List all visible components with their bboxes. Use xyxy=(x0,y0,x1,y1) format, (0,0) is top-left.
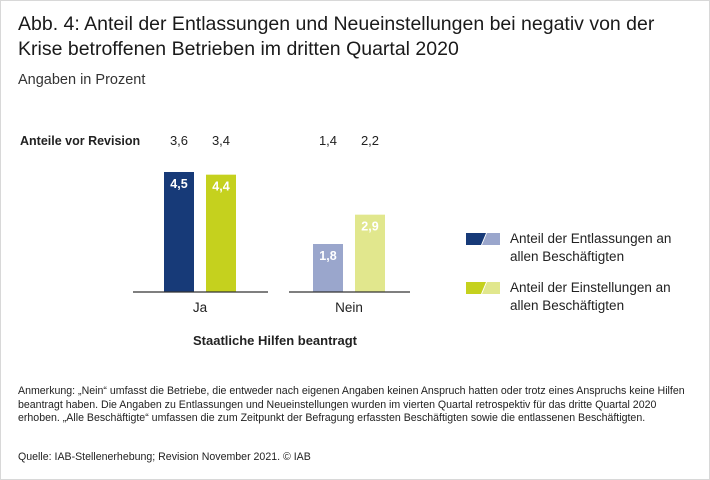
pre-revision-value-entlassungen-nein: 1,4 xyxy=(319,133,337,148)
pre-revision-value-einstellungen-nein: 2,2 xyxy=(361,133,379,148)
footnote: Anmerkung: „Nein“ umfasst die Betriebe, … xyxy=(18,385,685,424)
pre-revision-value-entlassungen-ja: 3,6 xyxy=(170,133,188,148)
pre-revision-label: Anteile vor Revision xyxy=(20,134,140,148)
legend-item-entlassungen: Anteil der Entlassungen an allen Beschäf… xyxy=(466,230,690,266)
bar-entlassungen-nein xyxy=(313,244,343,292)
x-tick-label-nein: Nein xyxy=(335,300,363,315)
pre-revision-value-einstellungen-ja: 3,4 xyxy=(212,133,230,148)
bar-value-label-einstellungen-ja: 4,4 xyxy=(212,180,229,194)
chart-title: Abb. 4: Anteil der Entlassungen und Neue… xyxy=(18,13,655,60)
legend-label-entlassungen: Anteil der Entlassungen an allen Beschäf… xyxy=(510,231,672,264)
bar-einstellungen-ja xyxy=(206,174,236,292)
bar-einstellungen-nein xyxy=(355,214,385,292)
bar-value-label-einstellungen-nein: 2,9 xyxy=(361,220,378,234)
bar-value-label-entlassungen-ja: 4,5 xyxy=(170,177,187,191)
legend-item-einstellungen: Anteil der Einstellungen an allen Beschä… xyxy=(466,279,690,315)
x-axis-title: Staatliche Hilfen beantragt xyxy=(193,333,358,348)
x-tick-label-ja: Ja xyxy=(193,300,208,315)
legend-swatch-einstellungen xyxy=(466,282,500,294)
bar-chart: Anteile vor Revision 4,5 3,6 4,4 3,4 Ja 1,8 1,4… xyxy=(20,133,410,348)
bar-value-label-entlassungen-nein: 1,8 xyxy=(319,249,336,263)
legend-label-einstellungen: Anteil der Einstellungen an allen Beschä… xyxy=(510,280,671,313)
legend-swatch-entlassungen xyxy=(466,233,500,245)
chart-subtitle: Angaben in Prozent xyxy=(18,72,146,88)
bar-entlassungen-ja xyxy=(164,172,194,292)
source-line: Quelle: IAB-Stellenerhebung; Revision No… xyxy=(18,451,311,463)
